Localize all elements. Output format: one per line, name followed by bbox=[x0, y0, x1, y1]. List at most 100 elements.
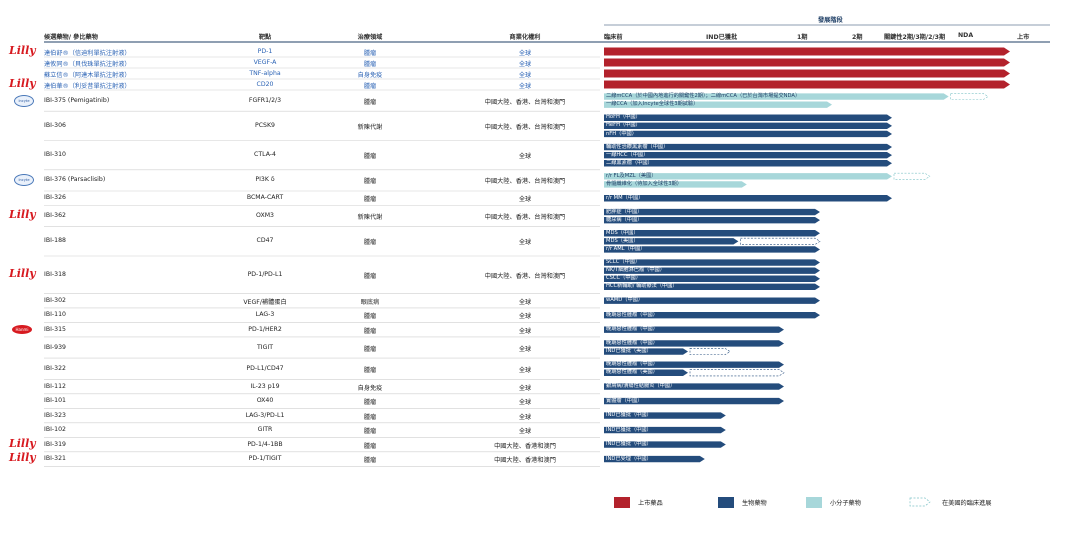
target-cell: PD-L1/CD47 bbox=[246, 364, 284, 372]
rights-cell: 全球 bbox=[518, 71, 532, 79]
legend-dashed-swatch bbox=[909, 497, 931, 507]
pipeline-bar bbox=[604, 114, 892, 121]
legend-swatch bbox=[718, 497, 734, 508]
pipeline-bar bbox=[604, 93, 949, 100]
bar-label: 晚期惡性腫瘤（中國） bbox=[606, 361, 658, 368]
target-cell: IL-23 p19 bbox=[250, 382, 280, 390]
drug-name: IBI-112 bbox=[44, 382, 66, 390]
target-cell: TNF-alpha bbox=[249, 69, 281, 77]
bar-label: MDS（中國） bbox=[606, 229, 639, 236]
pipeline-bar bbox=[604, 297, 820, 304]
target-cell: CD47 bbox=[256, 237, 274, 245]
rights-cell: 全球 bbox=[518, 298, 532, 306]
stage-header: 2期 bbox=[852, 34, 863, 41]
bar-label: r/r FL及MZL（美國） bbox=[606, 172, 657, 179]
rights-cell: 中國大陸、香港、台灣和澳門 bbox=[484, 178, 566, 186]
pipeline-bar bbox=[604, 426, 726, 434]
lilly-logo: Lilly bbox=[9, 266, 36, 280]
rights-cell: 全球 bbox=[518, 327, 532, 335]
rights-cell: 中國大陸、香港、台灣和澳門 bbox=[484, 214, 566, 222]
drug-name: 蘇立信®（阿達木單抗注射液） bbox=[44, 71, 131, 79]
lilly-logo: Lilly bbox=[9, 208, 36, 222]
area-cell: 自身免疫 bbox=[357, 384, 383, 392]
bar-label: NK/T細胞淋巴瘤（中國） bbox=[606, 267, 665, 274]
drug-name: IBI-318 bbox=[44, 270, 66, 278]
target-cell: PD-1/4-1BB bbox=[247, 440, 283, 448]
target-cell: PCSK9 bbox=[255, 121, 275, 129]
column-header-target: 靶點 bbox=[258, 34, 272, 41]
bar-label: 二線mCCA（於中國內地進行的關鍵性2期）；二線mCCA（已於台灣市場提交NDA… bbox=[606, 93, 801, 100]
rights-cell: 全球 bbox=[518, 366, 532, 374]
rights-cell: 全球 bbox=[518, 239, 532, 247]
drug-name: IBI-101 bbox=[44, 397, 66, 405]
pipeline-bar bbox=[604, 311, 820, 319]
pipeline-bar bbox=[604, 181, 747, 188]
lilly-logo: Lilly bbox=[9, 451, 36, 465]
lilly-logo: Lilly bbox=[9, 436, 36, 450]
pipeline-bar bbox=[604, 246, 820, 253]
bar-label: SCLC（中國） bbox=[606, 259, 641, 266]
pipeline-bar bbox=[604, 259, 820, 266]
legend-swatch bbox=[614, 497, 630, 508]
incyte-logo: Incyte bbox=[14, 94, 34, 107]
pipeline-bar bbox=[604, 151, 892, 159]
target-cell: BCMA-CART bbox=[246, 194, 284, 202]
bar-label: 晚期惡性腫瘤（中國） bbox=[606, 340, 658, 347]
stage-header: 關鍵性2期/3期/2/3期 bbox=[884, 34, 946, 41]
target-cell: PD-1/HER2 bbox=[248, 325, 282, 333]
drug-name: IBI-110 bbox=[44, 311, 66, 319]
area-cell: 腫瘤 bbox=[363, 272, 377, 280]
bar-label: 糖尿病（中國） bbox=[606, 216, 643, 223]
rights-cell: 全球 bbox=[518, 196, 532, 204]
stage-header: 臨床前 bbox=[604, 34, 623, 41]
bar-label: 晚期惡性腫瘤（中國） bbox=[606, 326, 658, 333]
pipeline-bar bbox=[604, 267, 820, 274]
pipeline-bar bbox=[604, 383, 784, 390]
rights-cell: 全球 bbox=[518, 428, 532, 436]
drug-name: IBI-323 bbox=[44, 411, 66, 419]
stage-header: 上市 bbox=[1017, 34, 1030, 41]
bar-label: IND已獲批（中國） bbox=[606, 412, 652, 419]
target-cell: LAG-3/PD-L1 bbox=[245, 411, 285, 419]
bar-label: wAMD（中國） bbox=[606, 297, 644, 304]
rights-cell: 全球 bbox=[518, 153, 532, 161]
pipeline-bar bbox=[604, 160, 892, 167]
hanmi-logo: Hanmi bbox=[12, 324, 32, 334]
drug-name: IBI-375 (Pemigatinib) bbox=[44, 96, 110, 104]
bar-label: r/r MM（中國） bbox=[606, 194, 644, 201]
target-cell: FGFR1/2/3 bbox=[248, 96, 282, 104]
pipeline-bar bbox=[604, 340, 784, 347]
pipeline-bar bbox=[604, 397, 784, 405]
area-cell: 腫瘤 bbox=[363, 82, 377, 90]
pipeline-bar bbox=[604, 441, 726, 448]
drug-name: IBI-362 bbox=[44, 212, 66, 220]
us-progress-dashed-bar bbox=[689, 369, 785, 377]
area-cell: 腫瘤 bbox=[363, 457, 377, 465]
area-cell: 腫瘤 bbox=[363, 345, 377, 353]
target-cell: VEGF-A bbox=[253, 58, 277, 66]
pipeline-bar bbox=[604, 143, 892, 151]
pipeline-bar bbox=[604, 230, 820, 237]
drug-name: IBI-306 bbox=[44, 121, 66, 129]
target-cell: LAG-3 bbox=[255, 311, 275, 319]
target-cell: PD-1 bbox=[257, 47, 273, 55]
drug-name: 達攸同®（貝伐珠單抗注射液） bbox=[44, 60, 131, 68]
pipeline-bar bbox=[604, 47, 1010, 56]
drug-name: IBI-102 bbox=[44, 426, 66, 434]
pipeline-bar bbox=[604, 122, 892, 130]
stage-header: IND已獲批 bbox=[706, 34, 738, 41]
area-cell: 腫瘤 bbox=[363, 399, 377, 407]
lilly-logo: Lilly bbox=[9, 76, 36, 90]
pipeline-bar bbox=[604, 283, 820, 291]
bar-label: 晚期惡性腫瘤（美國） bbox=[606, 369, 658, 376]
target-cell: PD-1/TIGIT bbox=[248, 455, 282, 463]
rights-cell: 全球 bbox=[518, 82, 532, 90]
pipeline-bar bbox=[604, 412, 726, 419]
area-cell: 腫瘤 bbox=[363, 60, 377, 68]
us-progress-dashed-bar bbox=[950, 93, 989, 101]
pipeline-bar bbox=[604, 216, 820, 224]
bar-label: IND已獲批（中國） bbox=[606, 426, 652, 433]
target-cell: CD20 bbox=[256, 80, 274, 88]
target-cell: TIGIT bbox=[256, 343, 273, 351]
